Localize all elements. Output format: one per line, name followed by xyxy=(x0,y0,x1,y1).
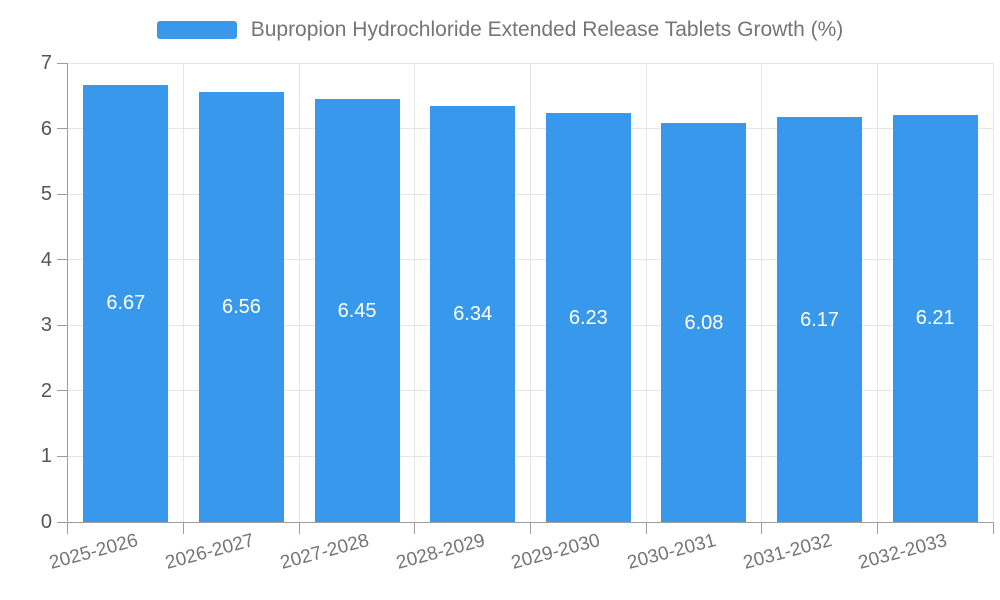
grid-line-vertical xyxy=(530,63,531,522)
x-axis-tick xyxy=(183,522,185,534)
y-axis-tick-label: 1 xyxy=(40,445,52,468)
y-axis-tick xyxy=(57,521,67,523)
y-axis-tick-label: 7 xyxy=(40,52,52,74)
bar-value-label: 6.67 xyxy=(106,292,146,315)
y-axis-tick-label: 0 xyxy=(40,511,52,533)
y-axis-tick xyxy=(57,62,67,64)
x-axis-tick xyxy=(761,522,763,534)
legend-label[interactable]: Bupropion Hydrochloride Extended Release… xyxy=(250,18,844,41)
y-axis-tick-label: 5 xyxy=(40,183,52,206)
x-axis-category-label: 2025-2026 xyxy=(47,530,141,574)
bar-value-label: 6.08 xyxy=(684,311,724,334)
grid-line-vertical xyxy=(761,63,763,522)
y-axis-tick xyxy=(57,390,67,392)
x-axis-tick xyxy=(414,522,416,534)
legend-swatch[interactable] xyxy=(156,20,237,39)
y-axis-tick xyxy=(57,193,67,195)
x-axis-tick xyxy=(645,522,647,534)
y-axis-line xyxy=(67,63,68,534)
y-axis-tick xyxy=(57,128,67,130)
grid-line-vertical xyxy=(298,63,300,522)
bar-2027-2028[interactable] xyxy=(314,99,400,522)
bar-value-label: 6.23 xyxy=(568,306,608,329)
bar-2028-2029[interactable] xyxy=(430,106,516,522)
y-axis-tick xyxy=(57,259,67,261)
bar-2030-2031[interactable] xyxy=(661,123,747,522)
x-axis-category-label: 2030-2031 xyxy=(625,530,719,574)
grid-line-vertical xyxy=(645,63,647,522)
grid-line-vertical xyxy=(876,63,878,522)
x-axis-category-label: 2028-2029 xyxy=(393,530,488,574)
y-axis-tick-label: 6 xyxy=(40,117,52,140)
bar-value-label: 6.56 xyxy=(221,295,261,318)
bar-2029-2030[interactable] xyxy=(545,113,631,522)
x-axis-tick xyxy=(530,522,531,534)
bar-2031-2032[interactable] xyxy=(777,117,863,522)
y-axis-tick-label: 3 xyxy=(40,314,52,337)
y-axis-tick-label: 4 xyxy=(40,248,52,271)
bar-value-label: 6.21 xyxy=(915,307,955,330)
grid-line-vertical xyxy=(414,63,416,522)
y-axis-tick xyxy=(57,455,67,457)
y-axis-tick xyxy=(57,324,67,326)
bar-2032-2033[interactable] xyxy=(892,114,978,522)
x-axis-category-label: 2027-2028 xyxy=(278,530,372,574)
x-axis-category-label: 2026-2027 xyxy=(162,530,256,574)
y-axis-tick-label: 2 xyxy=(40,379,52,402)
bar-value-label: 6.17 xyxy=(800,308,840,331)
x-axis-category-label: 2031-2032 xyxy=(740,530,834,574)
grid-line-vertical xyxy=(992,63,994,522)
grid-line-vertical xyxy=(183,63,185,522)
x-axis-category-label: 2029-2030 xyxy=(509,530,603,574)
bar-2025-2026[interactable] xyxy=(83,84,169,522)
x-axis-category-label: 2032-2033 xyxy=(856,530,950,574)
bar-value-label: 6.45 xyxy=(337,299,377,322)
legend[interactable]: Bupropion Hydrochloride Extended Release… xyxy=(0,17,1000,42)
x-axis-tick xyxy=(992,522,994,534)
x-axis-tick xyxy=(298,522,300,534)
x-axis-tick xyxy=(876,522,878,534)
bar-2026-2027[interactable] xyxy=(198,91,284,522)
bar-value-label: 6.34 xyxy=(453,303,493,326)
